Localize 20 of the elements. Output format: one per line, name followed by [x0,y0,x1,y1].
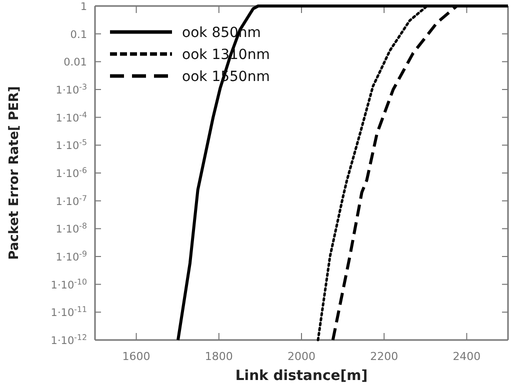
y-tick-label: 1·10$^{-6}$ [56,166,87,180]
y-tick-label: 1 [80,1,87,13]
y-tick-label: 1·10$^{-4}$ [56,110,87,124]
y-tick-label: 1·10$^{-8}$ [56,221,87,236]
y-axis-title: Packet Error Rate[ PER] [7,86,22,260]
y-tick-label: 1·10$^{-10}$ [50,276,87,292]
x-tick-label: 2200 [370,350,398,363]
x-tick-label: 2400 [452,350,481,363]
y-tick-label: 0.1 [70,28,87,41]
y-tick-label: 1·10$^{-5}$ [56,138,87,152]
y-tick-label: 1·10$^{-11}$ [50,304,87,320]
x-tick-label: 2000 [288,350,316,363]
y-tick-label: 1·10$^{-12}$ [50,332,87,347]
y-tick-label: 0.01 [64,56,87,69]
x-tick-label: 1600 [122,350,150,363]
x-tick-label: 1800 [204,350,233,363]
y-tick-label: 1·10$^{-9}$ [56,249,87,264]
y-tick-label: 1·10$^{-7}$ [56,193,87,208]
y-tick-label: 1·10$^{-3}$ [56,82,87,96]
x-axis-title: Link distance[m] [235,368,368,384]
